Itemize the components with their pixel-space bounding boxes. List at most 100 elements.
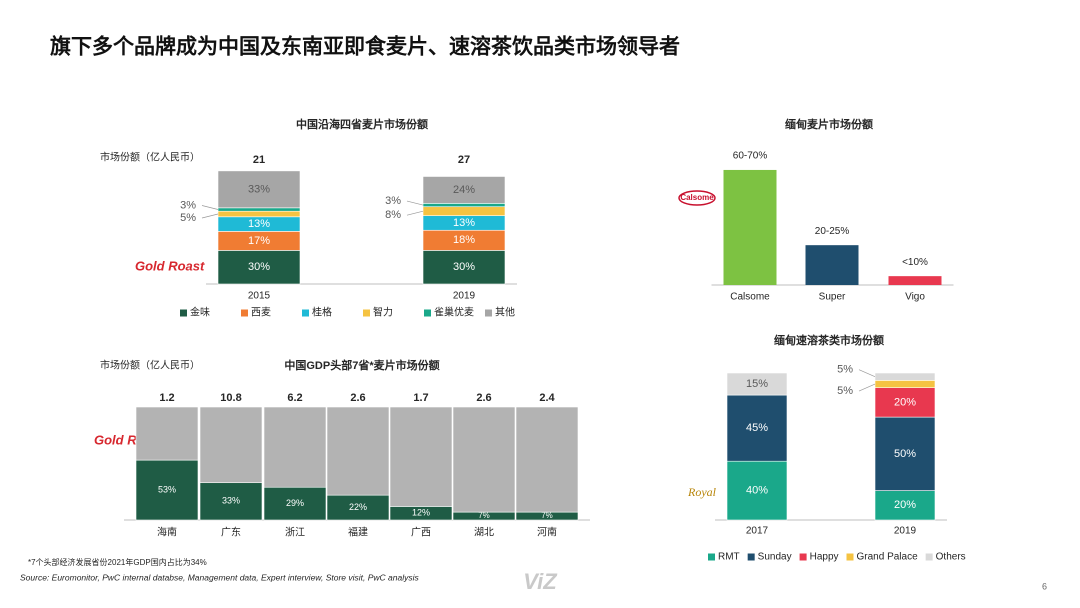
total-label: 6.2 — [287, 392, 302, 404]
data-label: 12% — [412, 508, 430, 518]
chart-title: 中国沿海四省麦片市场份额 — [296, 117, 428, 131]
x-tick-label: 福建 — [348, 526, 368, 539]
data-label: 50% — [894, 448, 916, 460]
data-label: 20% — [894, 396, 916, 408]
data-label: <10% — [902, 257, 928, 268]
bar-segment — [217, 210, 301, 218]
logo-badge — [678, 190, 716, 206]
data-label: 30% — [453, 261, 475, 273]
leader-line — [201, 213, 219, 219]
bar-segment — [389, 406, 453, 507]
page-number: 6 — [1042, 581, 1047, 591]
x-tick-label: 湖北 — [474, 527, 494, 539]
bar-segment — [326, 494, 390, 521]
bar-segment — [422, 203, 506, 208]
bar-segment — [217, 170, 301, 209]
legend-swatch — [363, 309, 370, 317]
data-label: 7% — [478, 511, 490, 520]
leader-line — [406, 210, 424, 216]
x-tick-label: 河南 — [537, 526, 557, 539]
bar-segment — [135, 459, 199, 521]
legend-swatch — [241, 309, 248, 317]
data-label: 30% — [248, 261, 270, 273]
bar — [805, 245, 859, 285]
bar-segment — [263, 406, 327, 488]
total-label: 1.2 — [159, 392, 174, 404]
bar-segment — [422, 250, 506, 285]
leader-line — [406, 200, 424, 206]
data-label: 15% — [746, 378, 768, 390]
legend-swatch — [708, 553, 715, 561]
data-label: 45% — [746, 422, 768, 434]
leader-line — [858, 369, 876, 377]
bar — [723, 169, 777, 285]
data-label: 20-25% — [815, 226, 850, 237]
x-tick-label: 浙江 — [285, 527, 305, 539]
leader-line — [201, 205, 219, 210]
total-label: 10.8 — [220, 392, 241, 404]
data-label: 17% — [248, 235, 270, 247]
x-tick-label: 2019 — [894, 526, 917, 537]
bar-segment — [874, 490, 936, 521]
bar-segment — [515, 406, 579, 513]
x-tick-label: 广西 — [411, 527, 431, 539]
total-label: 2.6 — [476, 392, 491, 404]
data-label: 13% — [248, 218, 270, 230]
x-tick-label: 2017 — [746, 526, 769, 537]
x-tick-label: 广东 — [221, 526, 241, 539]
bar-segment — [726, 372, 788, 396]
leader-line — [858, 383, 876, 392]
data-label: 18% — [453, 234, 475, 246]
data-label: 53% — [158, 484, 176, 494]
data-label: 20% — [894, 499, 916, 511]
bar-segment — [199, 406, 263, 484]
data-label: 60-70% — [733, 151, 768, 162]
chart-title: 缅甸速溶茶类市场份额 — [774, 333, 884, 347]
data-label: 22% — [349, 502, 367, 512]
legend-swatch — [799, 553, 807, 561]
footnote: *7个头部经济发展省份2021年GDP国内占比为34% — [28, 557, 207, 567]
chart-title: 中国GDP头部7省*麦片市场份额 — [284, 358, 439, 372]
data-label: 3% — [385, 195, 401, 207]
bar-segment — [874, 387, 936, 418]
y-axis-label: 市场份额（亿人民币） — [100, 151, 200, 164]
bar-segment — [726, 460, 788, 521]
legend-label: Happy — [810, 552, 839, 563]
chart-title: 缅甸麦片市场份额 — [785, 117, 873, 131]
data-label: 5% — [837, 385, 853, 397]
data-label: 7% — [541, 511, 553, 520]
total-label: 2.6 — [350, 392, 365, 404]
bar-segment — [217, 207, 301, 212]
total-label: 1.7 — [413, 392, 428, 404]
logo: Gold Roast — [135, 258, 205, 273]
total-label: 21 — [253, 154, 265, 166]
legend-label: 雀巢优麦 — [434, 306, 474, 319]
total-label: 2.4 — [539, 392, 555, 404]
bar-segment — [874, 372, 936, 381]
x-tick-label: 2015 — [248, 291, 271, 302]
source: Source: Euromonitor, PwC internal databs… — [20, 572, 419, 582]
bar-segment — [422, 176, 506, 204]
bar-segment — [874, 380, 936, 389]
legend-label: 金味 — [190, 306, 210, 319]
legend-swatch — [747, 553, 755, 561]
bar-segment — [199, 482, 263, 521]
data-label: 3% — [180, 199, 196, 211]
x-tick-label: 2019 — [453, 291, 476, 302]
legend-swatch — [180, 309, 187, 317]
data-label: 13% — [453, 217, 475, 229]
legend-label: Sunday — [758, 552, 792, 563]
legend-swatch — [925, 553, 933, 561]
x-tick-label: 海南 — [157, 526, 177, 539]
bar-segment — [874, 416, 936, 491]
legend-label: 其他 — [495, 306, 515, 319]
bar-segment — [326, 406, 390, 496]
legend-label: 西麦 — [251, 307, 271, 319]
legend-label: Grand Palace — [857, 552, 919, 563]
legend-label: 智力 — [373, 306, 393, 319]
slide-title: 旗下多个品牌成为中国及东南亚即食麦片、速溶茶饮品类市场领导者 — [50, 35, 680, 59]
legend-swatch — [424, 309, 431, 317]
data-label: 33% — [222, 496, 240, 506]
y-axis-label: 市场份额（亿人民币） — [100, 359, 200, 372]
